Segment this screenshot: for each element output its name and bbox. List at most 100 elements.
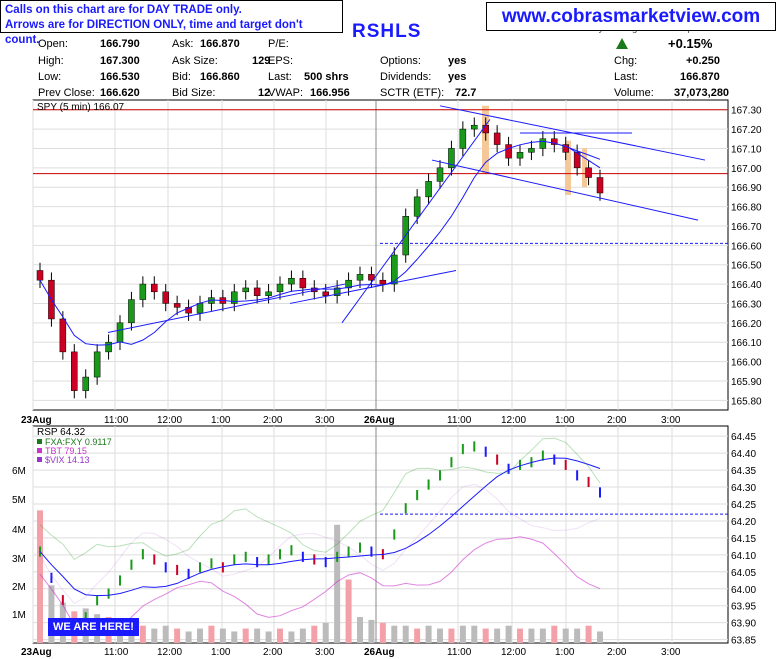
price-ytick-label: 166.50 — [731, 261, 762, 272]
prev-close-value: 166.620 — [100, 87, 140, 99]
rsp-ytick-label: 63.95 — [731, 602, 756, 613]
volume-bar — [459, 625, 466, 643]
volume-bar — [391, 625, 398, 643]
candle-body — [196, 303, 204, 314]
legend-swatch — [37, 439, 42, 444]
volume-bar — [425, 625, 432, 643]
candle-body — [413, 196, 421, 217]
disclaimer-line2: Arrows are for DIRECTION ONLY, time and … — [5, 19, 303, 46]
bid-size-value: 12 — [258, 87, 271, 99]
price-xtick-label: 2:00 — [263, 415, 283, 426]
candle-body — [173, 303, 181, 308]
candle-body — [333, 287, 341, 296]
volume-bar — [357, 617, 363, 643]
volume-bar — [288, 631, 295, 643]
candle-body — [231, 291, 238, 304]
volume-bar — [299, 628, 306, 643]
volume-bar — [505, 625, 512, 643]
candle-body — [322, 291, 329, 296]
rsp-ytick-label: 64.15 — [731, 534, 756, 545]
highlight-bar — [565, 140, 571, 195]
legend-swatch — [37, 457, 42, 462]
price-ytick-label: 165.90 — [731, 377, 762, 388]
price-xtick-label: 2:00 — [607, 415, 627, 426]
candle-body — [139, 283, 147, 300]
volume-tick-label: 6M — [12, 466, 26, 477]
rsp-xtick-label: 12:00 — [157, 647, 182, 658]
price-ytick-label: 166.20 — [731, 319, 762, 330]
price-ytick-label: 167.20 — [731, 125, 762, 136]
ask-value: 166.870 — [200, 38, 240, 50]
candle-body — [471, 124, 478, 130]
candle-body — [551, 138, 558, 145]
candle-body — [185, 307, 192, 314]
price-ytick-label: 167.10 — [731, 144, 762, 155]
price-xtick-label: 1:00 — [555, 415, 575, 426]
rsp-ytick-label: 64.25 — [731, 500, 756, 511]
sctr-label: SCTR (ETF): — [380, 87, 445, 99]
candle-body — [128, 299, 135, 324]
candle-body — [573, 152, 581, 169]
rsp-chart-title: RSP 64.32 — [37, 427, 86, 438]
candle-body — [82, 376, 89, 391]
trend-line — [431, 159, 699, 221]
last2-value: 166.870 — [680, 71, 720, 83]
rsp-panel: 63.85 63.90 63.95 64.00 64.05 64.10 64.15 64.20… — [12, 425, 756, 658]
overlay-series-line — [39, 536, 601, 633]
candle-body — [162, 291, 169, 304]
candle-body — [265, 291, 272, 296]
volume-bar — [574, 628, 581, 643]
candle-body — [596, 177, 604, 194]
rsp-plot-frame — [32, 425, 729, 644]
candle-body — [539, 138, 547, 149]
volume-bar — [379, 622, 386, 643]
price-ytick-label: 166.30 — [731, 299, 762, 310]
price-xtick-label: 23Aug — [21, 415, 52, 426]
disclaimer-line1: Calls on this chart are for DAY TRADE on… — [5, 4, 242, 16]
options-label: Options: — [380, 55, 421, 67]
rsp-ytick-label: 64.20 — [731, 517, 756, 528]
trend-line — [289, 270, 457, 304]
open-value: 166.790 — [100, 38, 140, 50]
website-link[interactable]: www.cobrasmarketview.com — [486, 2, 776, 31]
low-label: Low: — [38, 71, 62, 83]
price-chart-title: SPY (5 min) 166.07 — [37, 102, 125, 113]
candle-body — [242, 287, 249, 293]
volume-bar — [139, 625, 146, 643]
bid-size-label: Bid Size: — [172, 87, 216, 99]
volume-bar — [448, 628, 455, 643]
change-percent: +0.15% — [668, 36, 713, 51]
volume-label: Volume: — [614, 87, 654, 99]
rsp-xtick-label: 1:00 — [211, 647, 231, 658]
high-value: 167.300 — [100, 55, 140, 67]
volume-bar — [174, 628, 181, 643]
volume-bar — [242, 628, 249, 643]
rsp-moving-average — [39, 457, 601, 597]
volume-tick-label: 1M — [12, 610, 26, 621]
candle-body — [425, 181, 432, 198]
candle-body — [59, 318, 67, 353]
sctr-value: 72.7 — [455, 87, 477, 99]
highlight-bar — [582, 148, 587, 188]
dividends-label: Dividends: — [380, 71, 432, 83]
volume-bar — [345, 579, 352, 643]
candle-body — [345, 279, 352, 289]
volume-bar — [208, 625, 215, 643]
candle-body — [482, 124, 489, 134]
volume-bar — [231, 631, 238, 643]
dividends-value: yes — [448, 71, 467, 83]
candle-body — [276, 283, 284, 293]
volume-bar — [37, 510, 43, 643]
volume-tick-label: 3M — [12, 554, 26, 565]
ask-size-value: 129 — [252, 55, 271, 67]
chg-value: +0.250 — [686, 55, 720, 67]
price-plot-frame — [32, 99, 729, 411]
candle-body — [93, 351, 101, 378]
rsp-ytick-label: 63.90 — [731, 619, 756, 630]
overlay-series-line — [39, 437, 601, 561]
pe-label: P/E: — [268, 38, 289, 50]
candle-body — [71, 351, 78, 391]
legend-swatch — [37, 448, 42, 453]
volume-bar — [219, 628, 226, 643]
bid-label: Bid: — [172, 71, 191, 83]
